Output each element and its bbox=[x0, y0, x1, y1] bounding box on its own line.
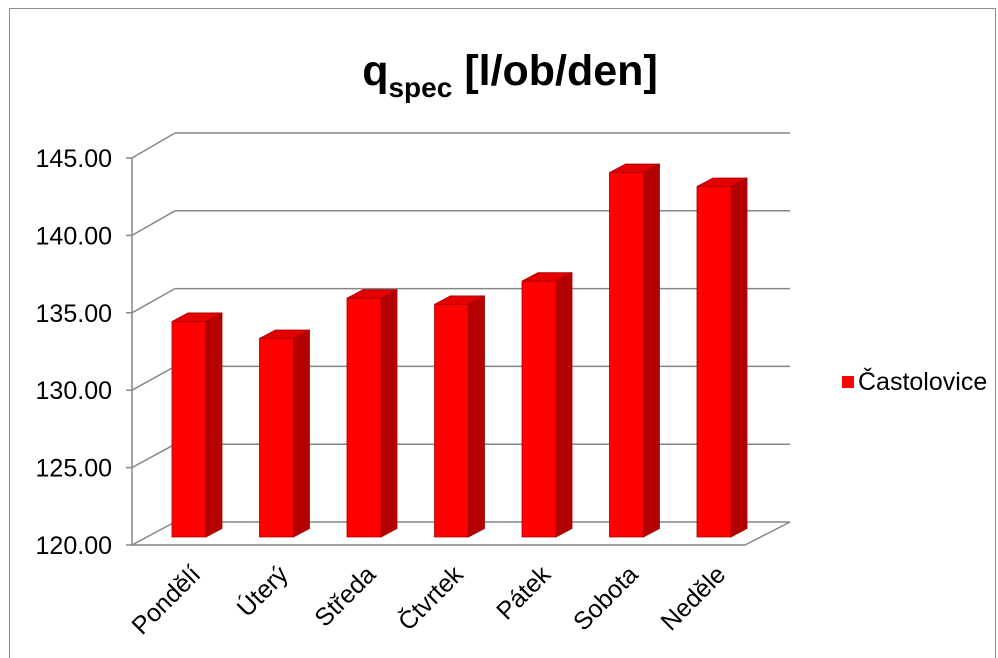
floor-edge bbox=[132, 521, 791, 546]
bar-1 bbox=[171, 312, 223, 538]
title-subscript: spec bbox=[388, 72, 453, 103]
bar-7 bbox=[696, 177, 748, 538]
side-wall-gridline bbox=[131, 365, 176, 391]
bar-front-face bbox=[346, 297, 382, 538]
x-tick-label: Sobota bbox=[568, 560, 644, 636]
bar-side-face bbox=[293, 329, 310, 538]
bar-front-face bbox=[696, 186, 732, 538]
bar-side-face bbox=[468, 295, 485, 538]
title-main: q bbox=[362, 47, 389, 95]
title-suffix: [l/ob/den] bbox=[464, 47, 658, 95]
bar-front-face bbox=[259, 338, 294, 538]
legend-swatch bbox=[842, 376, 854, 388]
y-tick-label: 145.00 bbox=[36, 145, 112, 173]
x-tick-label: Čtvrtek bbox=[392, 559, 469, 636]
bar-5 bbox=[521, 271, 573, 538]
side-wall-gridline bbox=[131, 521, 176, 546]
y-tick-label: 120.00 bbox=[36, 532, 112, 560]
y-tick-label: 135.00 bbox=[36, 300, 112, 328]
bar-3 bbox=[346, 289, 398, 538]
y-tick-label: 130.00 bbox=[36, 377, 112, 405]
side-wall-gridline bbox=[131, 132, 176, 159]
x-tick-label: Neděle bbox=[655, 560, 731, 636]
bar-side-face bbox=[730, 177, 748, 538]
side-wall-gridline bbox=[131, 210, 176, 237]
bar-front-face bbox=[521, 280, 557, 538]
bar-side-face bbox=[555, 271, 573, 538]
legend-label: Častolovice bbox=[858, 367, 988, 396]
bar-2 bbox=[259, 329, 310, 538]
x-tick-label: Pondělí bbox=[126, 560, 206, 640]
x-tick-label: Úterý bbox=[231, 559, 294, 622]
y-tick-label: 125.00 bbox=[36, 455, 112, 483]
x-tick-label: Středa bbox=[309, 560, 381, 632]
bar-6 bbox=[609, 163, 660, 538]
chart-border bbox=[9, 8, 996, 658]
side-wall-gridline bbox=[131, 287, 176, 314]
bar-4 bbox=[434, 295, 485, 538]
bar-side-face bbox=[643, 163, 660, 538]
side-wall-gridline bbox=[131, 443, 176, 469]
legend: Častolovice bbox=[842, 368, 987, 396]
bar-side-face bbox=[205, 312, 223, 538]
x-tick-label: Pátek bbox=[491, 560, 556, 625]
bar-side-face bbox=[380, 289, 398, 538]
bar-front-face bbox=[434, 303, 469, 538]
bar-front-face bbox=[609, 172, 644, 538]
bar-front-face bbox=[171, 321, 207, 538]
y-tick-label: 140.00 bbox=[36, 222, 112, 250]
chart-title: qspec [l/ob/den] bbox=[22, 46, 998, 103]
